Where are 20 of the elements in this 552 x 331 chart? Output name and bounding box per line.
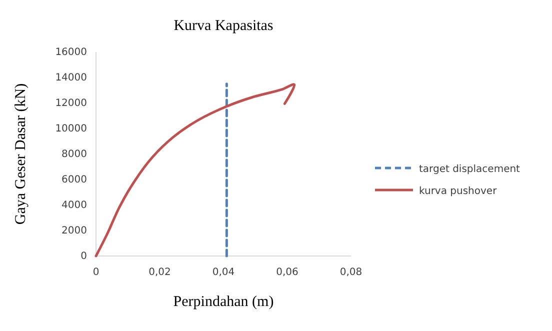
y-tick-label: 8000 bbox=[62, 149, 87, 160]
y-tick-label: 6000 bbox=[62, 174, 87, 186]
y-tick-label: 16000 bbox=[55, 47, 87, 58]
x-axis-title: Perpindahan (m) bbox=[173, 294, 274, 310]
y-tick-label: 4000 bbox=[62, 200, 87, 212]
x-tick-label: 0,02 bbox=[148, 267, 171, 278]
y-tick-label: 10000 bbox=[55, 124, 87, 135]
y-tick-label: 0 bbox=[80, 251, 87, 262]
y-tick-label: 2000 bbox=[62, 226, 87, 237]
y-tick-label: 14000 bbox=[55, 72, 87, 84]
x-tick-label: 0,04 bbox=[212, 267, 235, 278]
x-tick-label: 0 bbox=[92, 267, 100, 278]
y-axis-title: Gaya Geser Dasar (kN) bbox=[13, 83, 29, 225]
legend-label: kurva pushover bbox=[419, 186, 498, 197]
y-tick-label: 12000 bbox=[55, 98, 87, 110]
line-series bbox=[94, 83, 296, 258]
x-tick-label: 0,08 bbox=[340, 267, 362, 278]
x-tick-label: 0,06 bbox=[276, 267, 298, 278]
chart-title: Kurva Kapasitas bbox=[174, 18, 274, 34]
legend-label: target displacement bbox=[419, 164, 520, 175]
